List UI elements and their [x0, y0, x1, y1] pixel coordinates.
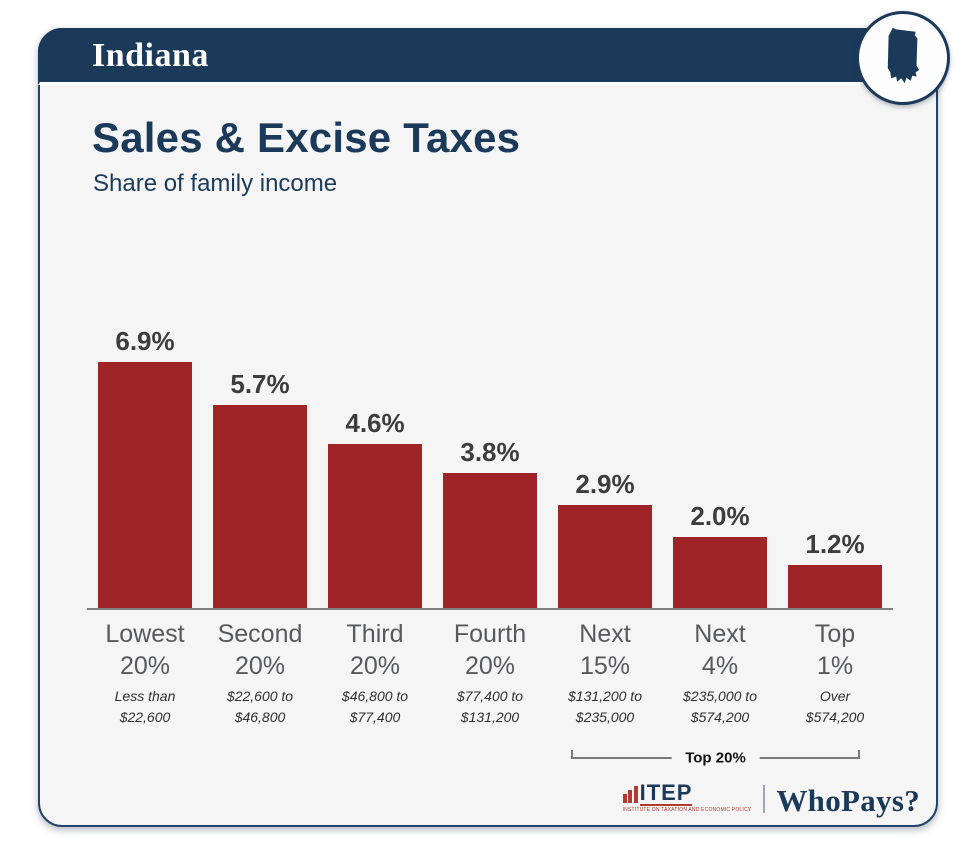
bar-fourth-20- — [443, 473, 537, 608]
bar-next-4- — [673, 537, 767, 608]
category-label: Top 1% — [814, 620, 856, 680]
itep-acronym: ITEP — [639, 779, 693, 806]
bar-chart-icon — [622, 785, 638, 806]
chart-subtitle: Share of family income — [93, 170, 338, 197]
top-20-bracket-label: Top 20% — [671, 749, 760, 767]
category-label: Second 20% — [217, 620, 303, 680]
bar-value-label: 6.9% — [115, 326, 175, 356]
bar-next-15- — [558, 505, 652, 608]
itep-caption: INSTITUTE ON TAXATION AND ECONOMIC POLIC… — [622, 807, 752, 813]
income-range-label: Less than $22,600 — [114, 688, 176, 725]
state-badge — [856, 11, 950, 105]
chart-title: Sales & Excise Taxes — [92, 114, 521, 161]
bar-value-label: 3.8% — [460, 437, 520, 467]
category-label: Third 20% — [346, 620, 404, 680]
bar-lowest-20- — [98, 362, 192, 608]
bar-value-label: 2.9% — [575, 469, 635, 499]
bar-value-label: 4.6% — [345, 408, 405, 438]
footer-logos: ITEP INSTITUTE ON TAXATION AND ECONOMIC … — [622, 779, 920, 818]
income-range-label: $77,400 to $131,200 — [456, 688, 524, 725]
itep-logo: ITEP INSTITUTE ON TAXATION AND ECONOMIC … — [622, 779, 752, 817]
income-range-label: $22,600 to $46,800 — [226, 688, 294, 725]
whopays-logo: WhoPays? — [776, 783, 920, 818]
state-name: Indiana — [92, 37, 209, 74]
x-axis-line — [87, 608, 893, 610]
bar-top-1- — [788, 565, 882, 608]
income-range-label: $235,000 to $574,200 — [683, 688, 757, 725]
income-range-label: $131,200 to $235,000 — [568, 688, 642, 725]
card-header: Indiana — [38, 28, 938, 85]
indiana-state-icon — [887, 27, 920, 84]
bar-second-20- — [213, 405, 307, 608]
top-20-bracket: Top 20% — [571, 749, 860, 767]
bar-value-label: 2.0% — [690, 501, 750, 531]
bar-value-label: 1.2% — [805, 529, 865, 559]
bar-value-label: 5.7% — [230, 369, 290, 399]
income-range-label: $46,800 to $77,400 — [341, 688, 409, 725]
income-range-label: Over $574,200 — [805, 688, 865, 725]
category-label: Lowest 20% — [105, 620, 185, 680]
category-label: Next 4% — [694, 620, 746, 680]
state-report-card: Indiana Sales & Excise Taxes Share of fa… — [38, 28, 938, 827]
category-label: Fourth 20% — [453, 620, 527, 680]
category-label: Next 15% — [579, 620, 631, 680]
logo-divider — [763, 785, 766, 813]
bar-third-20- — [328, 444, 422, 608]
